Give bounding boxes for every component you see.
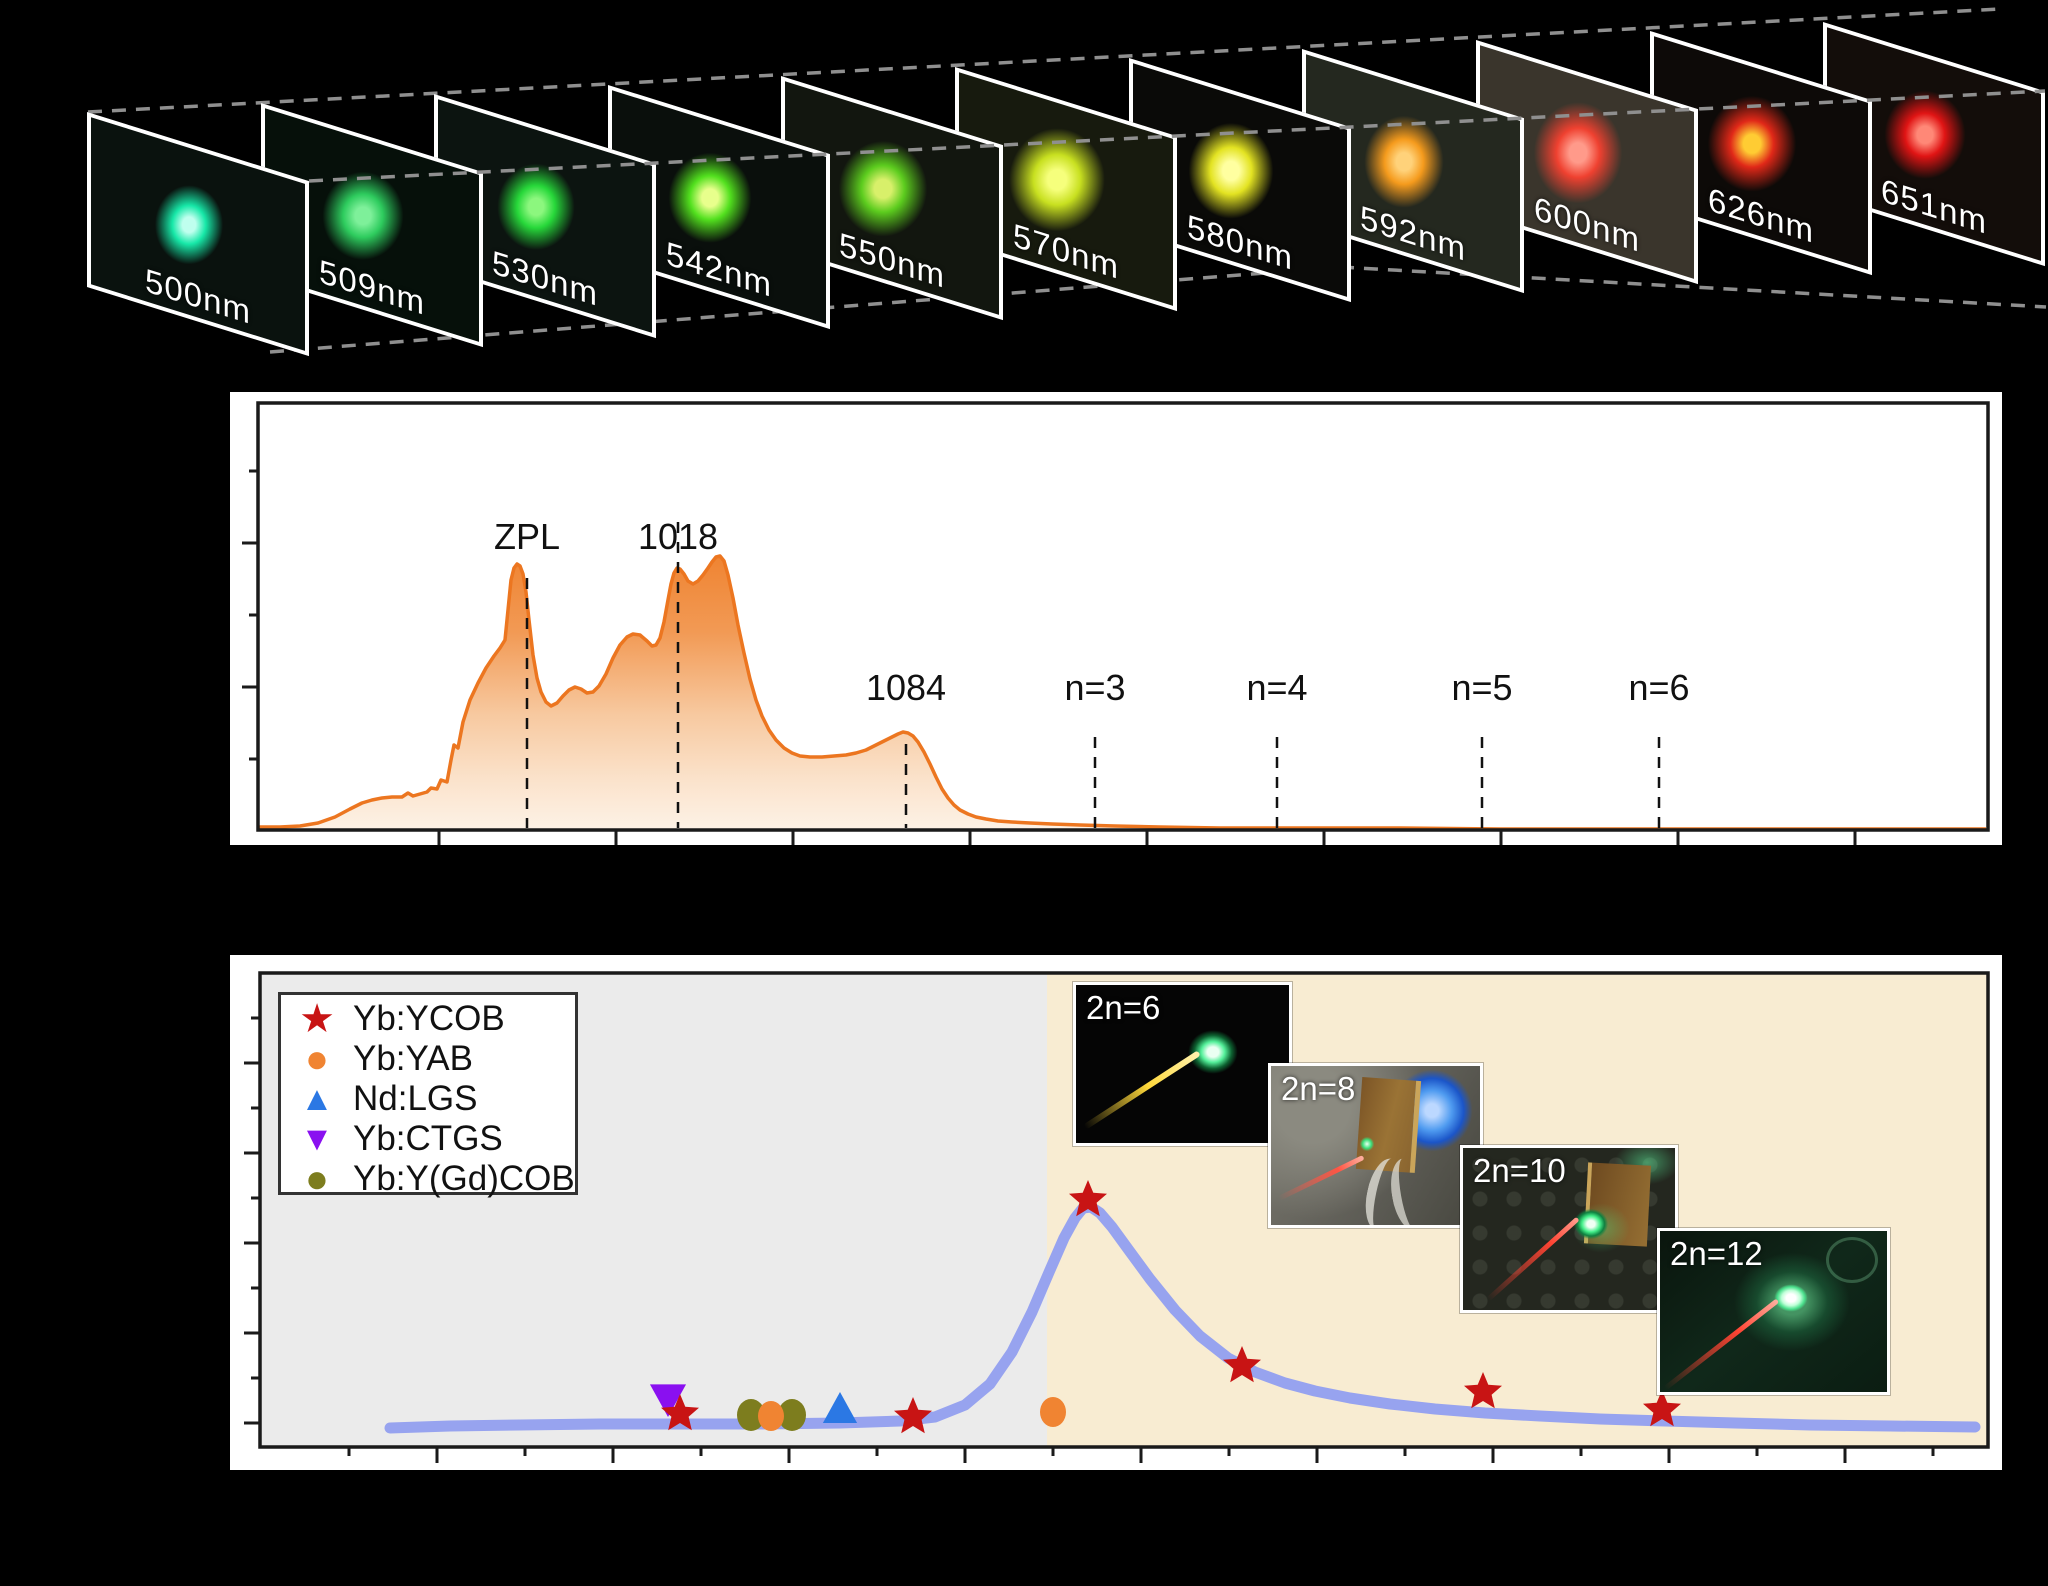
spectrum-plot: ZPL 1018 1084 n=3 n=4 n=5 n=6 <box>242 401 1990 845</box>
triangle-up-marker <box>822 1392 858 1423</box>
laser-photo-inset-2n8: 2n=8 <box>1268 1063 1483 1228</box>
peak-label: n=3 <box>1064 667 1125 708</box>
circle-marker <box>778 1399 806 1431</box>
legend-item-label: Yb:CTGS <box>353 1119 503 1158</box>
green-emission-dot <box>1358 1135 1375 1152</box>
panel-a-wavelength-cascade: 500nm 509nm 530nm 542nm 550nm 570nm 580nm 592nm… <box>0 0 2048 400</box>
circle-marker <box>737 1399 765 1431</box>
green-emission-dot <box>1573 1207 1610 1240</box>
star-marker-icon: ★ <box>299 997 335 1041</box>
legend-item-ybctgs: ▼ Yb:CTGS <box>281 1119 575 1159</box>
triangle-up-marker-icon: ▲ <box>300 1080 334 1118</box>
legend-item-label: Yb:Y(Gd)COB <box>353 1159 575 1198</box>
bright-core <box>1773 1284 1808 1313</box>
perspective-dashes-front <box>308 89 2046 183</box>
circle-marker <box>1040 1397 1066 1427</box>
red-beam <box>1486 1216 1580 1302</box>
inset-label: 2n=12 <box>1670 1235 1763 1272</box>
legend-item-label: Yb:YAB <box>353 1039 473 1078</box>
legend-item-label: Nd:LGS <box>353 1079 478 1118</box>
perspective-dashed-line <box>308 89 2046 183</box>
laser-photo-inset-2n6: 2n=6 <box>1073 982 1292 1146</box>
laser-photo-inset-2n10: 2n=10 <box>1460 1145 1678 1313</box>
yellow-beam <box>1082 1050 1201 1130</box>
legend-item-ybygdcob: ● Yb:Y(Gd)COB <box>281 1159 575 1199</box>
peak-marker-dashed-lines <box>525 522 1661 828</box>
peak-label: ZPL <box>494 516 560 557</box>
laser-photo-inset-2n12: 2n=12 <box>1657 1228 1890 1395</box>
legend-item-ndlgs: ▲ Nd:LGS <box>281 1079 575 1119</box>
peak-label: n=6 <box>1628 667 1689 708</box>
panel-c-plot-frame <box>258 971 1990 1449</box>
star-marker <box>894 1397 932 1434</box>
triangle-down-marker-icon: ▼ <box>300 1120 334 1158</box>
red-beam <box>1278 1155 1365 1202</box>
star-marker <box>1069 1180 1107 1217</box>
spectrum-area <box>258 556 1988 830</box>
inset-label: 2n=10 <box>1473 1152 1566 1189</box>
legend-item-label: Yb:YCOB <box>353 999 505 1038</box>
data-point-markers <box>649 1180 1681 1434</box>
inset-label: 2n=6 <box>1086 989 1161 1026</box>
spectrum-curve <box>258 554 1986 831</box>
star-marker <box>1223 1346 1261 1383</box>
threshold-curve <box>384 1201 1981 1434</box>
legend-item-ybyab: ● Yb:YAB <box>281 1039 575 1079</box>
panel-c-threshold-plot: ★ Yb:YCOB ● Yb:YAB ▲ Nd:LGS ▼ Yb:CTGS ● … <box>230 955 2002 1470</box>
star-marker <box>661 1394 699 1431</box>
circle-marker-icon: ● <box>304 1037 330 1081</box>
peak-label: 1084 <box>866 667 946 708</box>
peak-label: n=5 <box>1451 667 1512 708</box>
circle-marker <box>758 1401 784 1431</box>
peak-labels: ZPL 1018 1084 n=3 n=4 n=5 n=6 <box>494 516 1690 708</box>
perspective-dashed-line <box>87 7 2001 114</box>
star-marker <box>1464 1372 1502 1409</box>
peak-label: 1018 <box>638 516 718 557</box>
inset-label: 2n=8 <box>1281 1070 1356 1107</box>
star-marker <box>1643 1390 1681 1427</box>
legend: ★ Yb:YCOB ● Yb:YAB ▲ Nd:LGS ▼ Yb:CTGS ● … <box>278 992 578 1199</box>
panel-b-spectrum: ZPL 1018 1084 n=3 n=4 n=5 n=6 <box>230 392 2002 845</box>
peak-label: n=4 <box>1246 667 1307 708</box>
legend-item-ybycob: ★ Yb:YCOB <box>281 999 575 1039</box>
triangle-down-marker <box>649 1384 687 1417</box>
faint-ring <box>1825 1237 1878 1284</box>
perspective-dashed-line <box>1339 265 2047 309</box>
circle-marker-icon: ● <box>304 1157 330 1201</box>
panel-b-plot-frame <box>256 401 1990 832</box>
